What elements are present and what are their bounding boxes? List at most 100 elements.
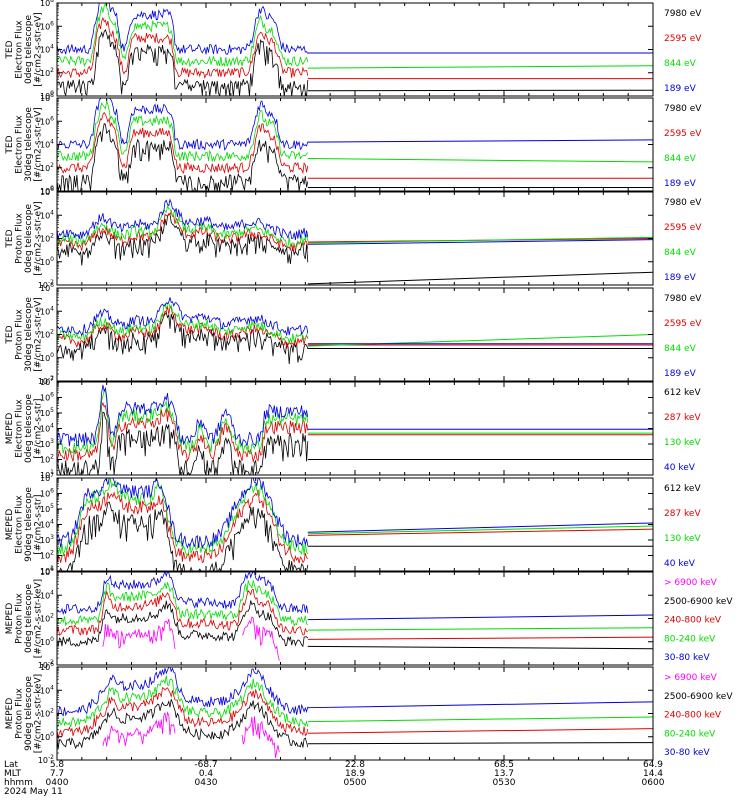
y-tick-label: 104 [40, 519, 54, 530]
y-axis-label-line: TED [5, 325, 15, 344]
series-extension-2 [307, 742, 653, 745]
y-tick-label: 100 [40, 256, 54, 267]
channel-label: 2500-6900 keV [664, 692, 733, 702]
y-axis-label-line: [#/cm2-s-str-eV] [34, 297, 44, 372]
series-line-1 [57, 213, 309, 266]
channel-label: 80-240 keV [664, 634, 716, 644]
channel-label: 130 keV [664, 534, 701, 544]
channel-label: 2500-6900 keV [664, 597, 733, 607]
series-group [57, 384, 653, 475]
y-tick-label: 100 [40, 185, 54, 196]
panel-frame [56, 571, 654, 666]
y-tick-label: 100 [40, 90, 54, 101]
y-tick-label: 104 [40, 684, 54, 695]
channel-label: 2595 eV [664, 129, 702, 139]
series-extension-3 [307, 728, 653, 734]
y-tick-label: 106 [40, 392, 54, 403]
y-tick-label: 105 [40, 503, 54, 514]
y-tick-label: 100 [40, 636, 54, 647]
series-line-5 [57, 572, 309, 616]
y-axis-label-line: Proton Flux [15, 213, 25, 264]
y-tick-label: 103 [40, 534, 54, 545]
y-tick-label: 10-2 [38, 375, 54, 386]
panel-frame [56, 287, 654, 382]
series-line-3 [57, 686, 309, 738]
y-axis-label-line: 30deg telescope [24, 107, 34, 182]
y-axis-label-line: 30deg telescope [24, 297, 34, 372]
y-tick-label: 10-2 [38, 279, 54, 290]
y-tick-label: 102 [40, 67, 54, 78]
series-extension-3 [307, 334, 653, 347]
series-extension-1 [307, 89, 653, 92]
series-group [57, 297, 653, 365]
y-tick-label: 106 [40, 186, 54, 197]
channel-label: > 6900 keV [664, 673, 718, 683]
channel-label: 130 keV [664, 438, 701, 448]
y-axis-label-line: Electron Flux [15, 495, 25, 554]
channel-label: 189 eV [664, 179, 697, 189]
series-group [57, 667, 653, 758]
series-extension-2 [307, 528, 653, 536]
series-line-4 [57, 297, 309, 337]
series-extension-4 [307, 716, 653, 723]
x-tick-mlt: 0.4 [199, 769, 214, 779]
series-line-2 [57, 111, 309, 175]
y-tick-label: 104 [40, 139, 54, 150]
y-tick-label: 102 [40, 162, 54, 173]
series-line-4 [57, 478, 309, 549]
y-tick-label: 10-2 [38, 754, 54, 765]
chart-panel-8: 10-2 100 102 104 106 MEPED Proton Flux 90deg te… [5, 661, 733, 765]
x-tick-hhmm: 0600 [642, 778, 665, 788]
chart-panel-6: 101 102 103 104 105 106 107 MEPED Electron Flux 9… [5, 472, 701, 576]
y-tick-label: 106 [40, 282, 54, 293]
y-tick-label: 100 [40, 352, 54, 363]
series-line-4 [57, 384, 309, 447]
channel-label: 844 eV [664, 154, 697, 164]
y-tick-label: 106 [40, 20, 54, 31]
y-tick-label: 105 [40, 407, 54, 418]
y-tick-label: 108 [40, 0, 54, 8]
y-tick-label: 108 [40, 92, 54, 103]
series-extension-4 [307, 627, 653, 631]
y-tick-label: 100 [40, 731, 54, 742]
series-group [57, 572, 653, 661]
y-tick-label: 102 [40, 329, 54, 340]
y-tick-label: 104 [40, 209, 54, 220]
y-tick-label: 104 [40, 305, 54, 316]
y-tick-label: 102 [40, 550, 54, 561]
y-axis-label-line: [#/cm2-s-str-keV] [34, 579, 44, 658]
y-tick-label: 104 [40, 423, 54, 434]
chart-panel-1: 100 102 104 106 108 TED Electron Flux 0deg tele… [5, 0, 702, 101]
y-tick-label: 10-2 [38, 659, 54, 670]
y-axis-label-line: 0deg telescope [24, 204, 34, 274]
x-tick-hhmm: 0500 [344, 778, 367, 788]
x-tick-hhmm: 0430 [195, 778, 218, 788]
chart-panel-2: 100 102 104 106 108 TED Electron Flux 30deg tel… [5, 92, 702, 196]
channel-label: 189 eV [664, 369, 697, 379]
series-line-2 [57, 600, 309, 648]
channel-label: 40 keV [664, 559, 696, 569]
series-extension-3 [307, 65, 653, 69]
series-line-1 [57, 411, 309, 475]
x-tick-hhmm: 0530 [493, 778, 516, 788]
y-axis-label-line: MEPED [5, 698, 15, 730]
series-extension-4 [307, 139, 653, 143]
x-tick-lat: 22.8 [345, 760, 365, 770]
channel-label: 240-800 keV [664, 616, 722, 626]
chart-panel-3: 10-2 100 102 104 106 TED Proton Flux 0deg teles… [5, 186, 702, 290]
series-line-4 [57, 3, 309, 55]
series-group [57, 478, 653, 571]
series-extension-5 [307, 701, 653, 709]
y-axis-label-line: Electron Flux [15, 399, 25, 458]
y-tick-label: 101 [40, 469, 54, 480]
channel-label: 2595 eV [664, 319, 702, 329]
series-extension-1 [307, 271, 653, 285]
channel-label: 612 keV [664, 484, 701, 494]
series-line-3 [57, 588, 309, 636]
chart-panel-5: 101 102 103 104 105 106 107 MEPED Electron Flux 0… [5, 376, 701, 480]
series-extension-3 [307, 525, 653, 535]
channel-label: 2595 eV [664, 34, 702, 44]
y-tick-label: 101 [40, 565, 54, 576]
y-axis-label-line: [#/cm2-s-str-eV] [34, 12, 44, 87]
x-tick-lat: 5.8 [50, 760, 65, 770]
